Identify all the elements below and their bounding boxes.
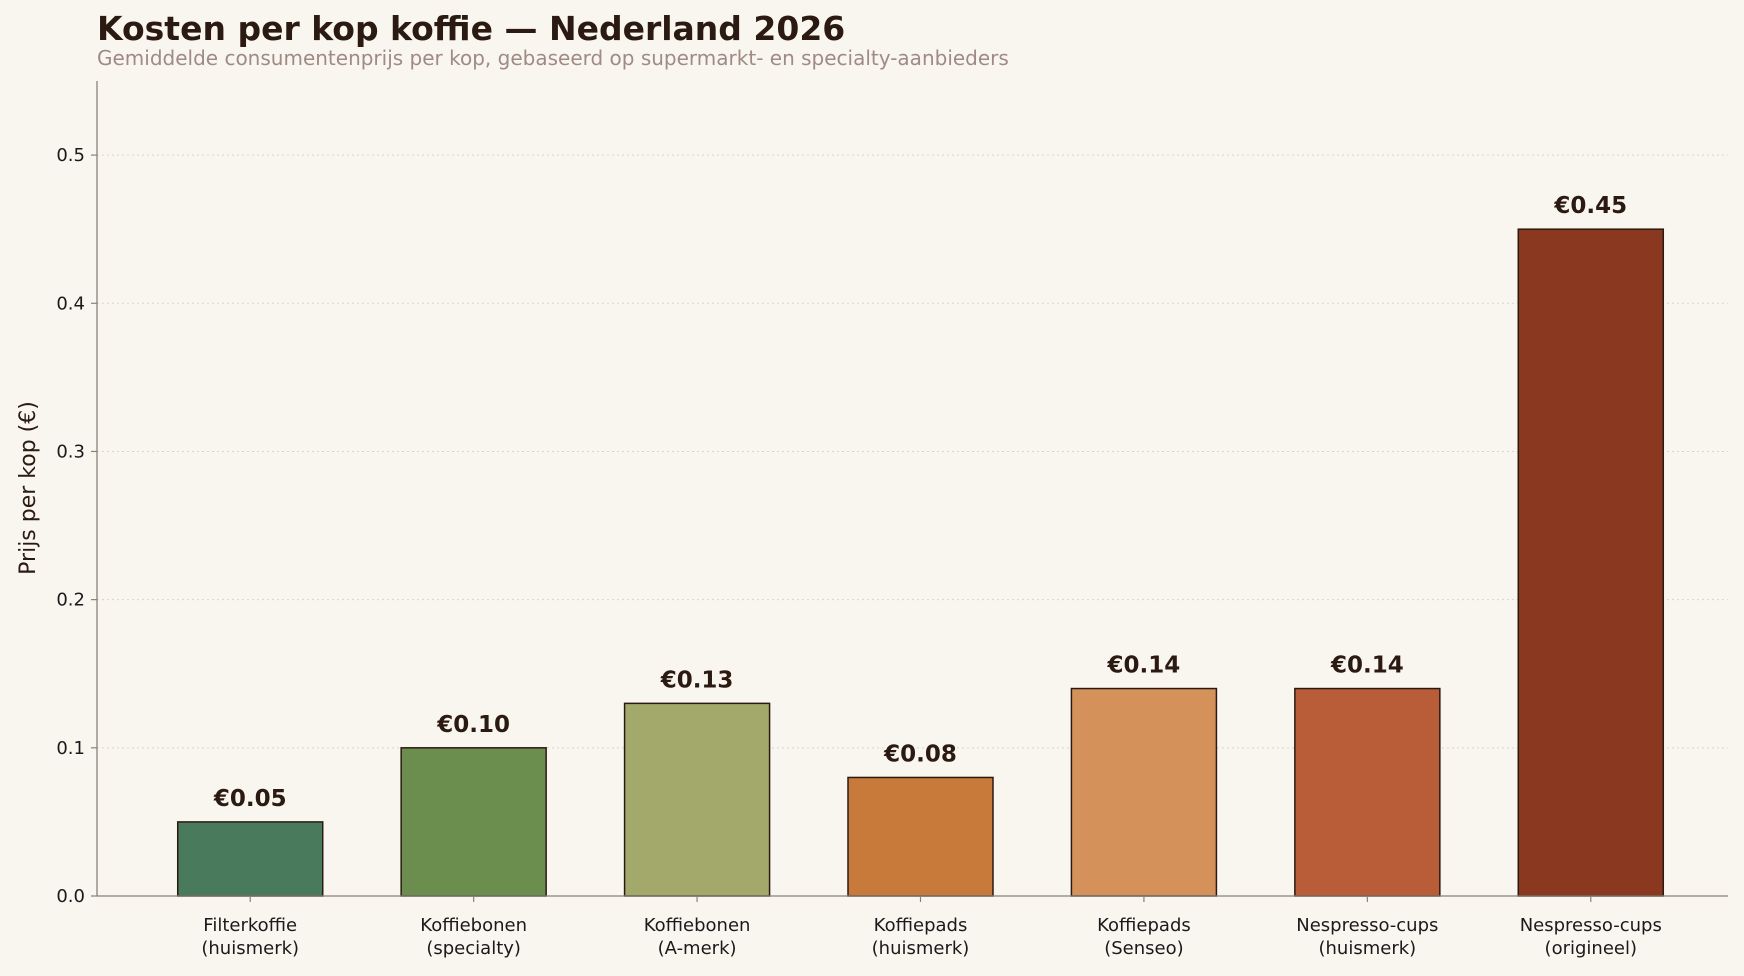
grid-lines: [97, 154, 1728, 749]
bar-value-label: €0.08: [883, 741, 957, 767]
bar: [1517, 228, 1665, 897]
y-axis-label: Prijs per kop (€): [16, 401, 41, 575]
x-tick-label: Nespresso-cups: [1520, 915, 1662, 936]
x-tick-label: (huismerk): [872, 938, 970, 959]
x-tick-label: (origineel): [1545, 938, 1637, 959]
x-tick-label: Nespresso-cups: [1296, 915, 1438, 936]
x-tick-label: Koffiepads: [874, 915, 968, 936]
bar: [1294, 687, 1441, 897]
x-tick-label: (huismerk): [1319, 938, 1417, 959]
bar-value-label: €0.45: [1553, 193, 1627, 219]
bar: [176, 821, 324, 897]
chart-title: Kosten per kop koffie — Nederland 2026: [97, 9, 845, 48]
bar: [400, 747, 547, 897]
y-tick-label: 0.2: [56, 590, 85, 611]
y-tick-label: 0.0: [56, 886, 85, 907]
bar-value-label: €0.14: [1107, 653, 1181, 679]
x-tick-label: (specialty): [426, 938, 521, 959]
x-tick-label: Koffiebonen: [420, 915, 527, 936]
y-tick-label: 0.3: [56, 441, 85, 462]
value-labels: €0.05 €0.10 €0.13 €0.08 €0.14 €0.14 €0.45: [213, 193, 1627, 812]
x-tick-label: Koffiebonen: [644, 915, 751, 936]
bar-value-label: €0.05: [213, 786, 287, 812]
y-tick-label: 0.5: [56, 145, 85, 166]
bar: [1070, 687, 1218, 897]
bars-group: [176, 228, 1665, 897]
axes-group: [96, 81, 1728, 897]
bar-value-label: €0.14: [1330, 653, 1404, 679]
x-tick-label: (Senseo): [1104, 938, 1183, 959]
bar-value-label: €0.10: [436, 712, 510, 738]
x-axis-ticks: Filterkoffie(huismerk)Koffiebonen(specia…: [201, 896, 1662, 959]
bar: [847, 776, 994, 897]
y-axis-ticks: 0.0 0.1 0.2 0.3 0.4 0.5: [56, 145, 97, 907]
bar: [623, 702, 771, 897]
x-tick-label: (A-merk): [658, 938, 737, 959]
y-tick-label: 0.1: [56, 738, 85, 759]
x-tick-label: Filterkoffie: [203, 915, 297, 936]
y-tick-label: 0.4: [56, 293, 85, 314]
chart-subtitle: Gemiddelde consumentenprijs per kop, geb…: [97, 46, 1009, 70]
x-tick-label: (huismerk): [201, 938, 299, 959]
bar-value-label: €0.13: [660, 667, 734, 693]
x-tick-label: Koffiepads: [1097, 915, 1191, 936]
